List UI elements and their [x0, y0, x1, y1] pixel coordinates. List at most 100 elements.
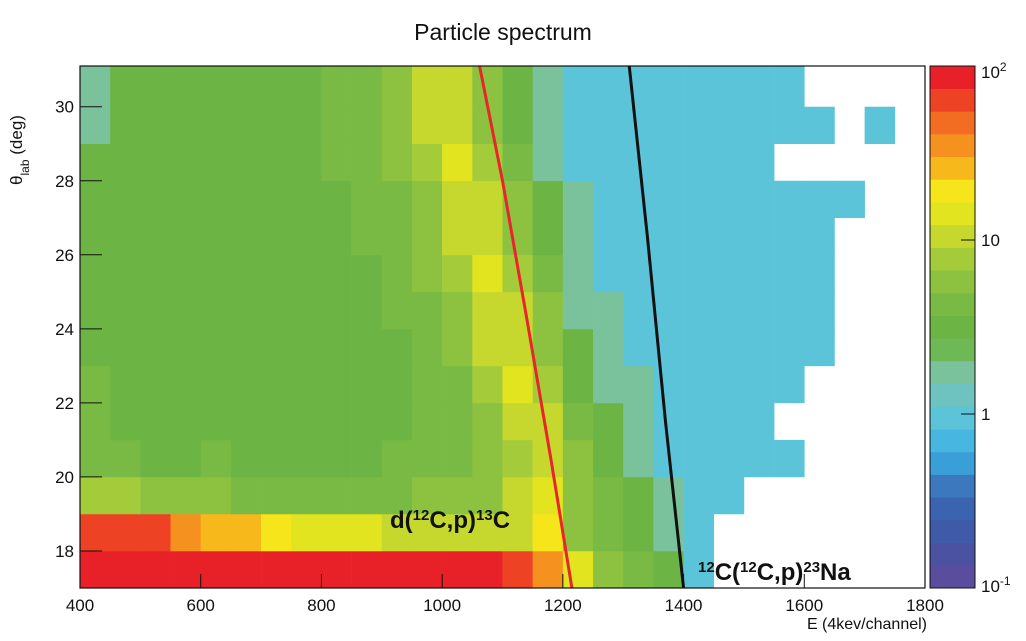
- annotation-part: 23: [803, 559, 820, 576]
- heatmap-cell: [351, 402, 383, 441]
- heatmap-cell: [351, 254, 383, 293]
- heatmap-cell: [623, 180, 654, 219]
- annotation-part: 12: [740, 559, 757, 576]
- y-tick-label: 22: [55, 394, 74, 413]
- heatmap-cell: [170, 106, 202, 145]
- colorbar-swatch: [930, 202, 975, 226]
- heatmap-cell: [321, 513, 352, 552]
- heatmap-cell: [170, 439, 202, 478]
- heatmap-cell: [110, 439, 141, 478]
- heatmap-cell: [140, 402, 171, 441]
- heatmap-cell: [593, 513, 624, 552]
- heatmap-cell: [653, 217, 684, 256]
- heatmap-cell: [502, 550, 533, 589]
- heatmap-cell: [140, 513, 171, 552]
- annotation: 12C(12C,p)23Na: [698, 559, 851, 587]
- heatmap-cell: [562, 402, 594, 441]
- heatmap-cell: [442, 328, 473, 367]
- heatmap-cell: [683, 513, 715, 552]
- heatmap-cell: [442, 402, 473, 441]
- heatmap-cell: [381, 365, 413, 404]
- heatmap-cell: [593, 476, 624, 515]
- heatmap-cell: [351, 439, 383, 478]
- heatmap-cell: [261, 291, 292, 330]
- heatmap-cell: [653, 180, 684, 219]
- colorbar-swatch: [930, 542, 975, 566]
- heatmap-cell: [623, 402, 654, 441]
- heatmap-cell: [80, 180, 111, 219]
- heatmap-cell: [170, 402, 202, 441]
- heatmap-cell: [411, 439, 443, 478]
- heatmap-cell: [80, 328, 111, 367]
- heatmap-cell: [683, 180, 715, 219]
- x-tick-label: 1400: [665, 596, 703, 615]
- heatmap-cell: [593, 106, 624, 145]
- heatmap-cell: [683, 106, 715, 145]
- heatmap-cell: [562, 254, 594, 293]
- heatmap-cell: [261, 365, 292, 404]
- heatmap-cell: [562, 476, 594, 515]
- kinematic-line: [478, 65, 574, 589]
- heatmap-cell: [743, 66, 775, 108]
- heatmap-cell: [261, 143, 292, 182]
- heatmap-cell: [562, 365, 594, 404]
- heatmap-cell: [261, 402, 292, 441]
- heatmap-cell: [713, 180, 745, 219]
- heatmap-cell: [593, 328, 624, 367]
- heatmap-cell: [774, 291, 805, 330]
- heatmap-cell: [713, 291, 745, 330]
- colorbar-tick-label-exp: -1: [1000, 574, 1011, 588]
- y-tick-label: 18: [55, 542, 74, 561]
- heatmap-cell: [230, 402, 262, 441]
- heatmap-cell: [381, 254, 413, 293]
- heatmap-cell: [774, 106, 805, 145]
- heatmap-cell: [351, 106, 383, 145]
- heatmap-cell: [200, 254, 232, 293]
- heatmap-cell: [110, 476, 141, 515]
- heatmap-cell: [170, 365, 202, 404]
- heatmap-cell: [170, 66, 202, 108]
- heatmap-cell: [200, 476, 232, 515]
- heatmap-cell: [653, 402, 684, 441]
- heatmap-cell: [532, 328, 564, 367]
- heatmap-cell: [593, 143, 624, 182]
- heatmap-cell: [593, 439, 624, 478]
- heatmap-cell: [110, 66, 141, 108]
- heatmap-cell: [653, 66, 684, 108]
- heatmap-cell: [683, 402, 715, 441]
- heatmap-cell: [321, 439, 352, 478]
- heatmap-cell: [110, 513, 141, 552]
- colorbar-swatch: [930, 361, 975, 385]
- heatmap-cell: [623, 550, 654, 589]
- heatmap-cell: [80, 66, 111, 108]
- heatmap-cell: [200, 439, 232, 478]
- heatmap-cell: [683, 66, 715, 108]
- kinematic-line: [627, 65, 686, 589]
- heatmap-cell: [351, 550, 383, 589]
- heatmap-cell: [170, 143, 202, 182]
- heatmap-cell: [411, 106, 443, 145]
- colorbar-tick-label-base: 10: [981, 63, 1000, 82]
- heatmap-cell: [743, 217, 775, 256]
- x-tick-label: 1800: [906, 596, 944, 615]
- heatmap-cell: [200, 143, 232, 182]
- heatmap-cell: [623, 291, 654, 330]
- heatmap-cell: [321, 217, 352, 256]
- heatmap-cell: [291, 66, 322, 108]
- annotation-part: 13: [476, 507, 493, 524]
- heatmap-cell: [170, 513, 202, 552]
- x-tick-label: 1000: [423, 596, 461, 615]
- heatmap-cell: [291, 365, 322, 404]
- heatmap-cell: [140, 254, 171, 293]
- y-tick-label: 30: [55, 98, 74, 117]
- heatmap-cell: [804, 328, 835, 367]
- heatmap-cell: [230, 106, 262, 145]
- heatmap-cell: [683, 143, 715, 182]
- heatmap-cell: [411, 143, 443, 182]
- heatmap-cell: [140, 180, 171, 219]
- heatmap-cell: [743, 439, 775, 478]
- heatmap-cell: [804, 180, 835, 219]
- heatmap-cell: [774, 365, 805, 404]
- annotation-part: 12: [698, 559, 715, 576]
- heatmap-cell: [713, 328, 745, 367]
